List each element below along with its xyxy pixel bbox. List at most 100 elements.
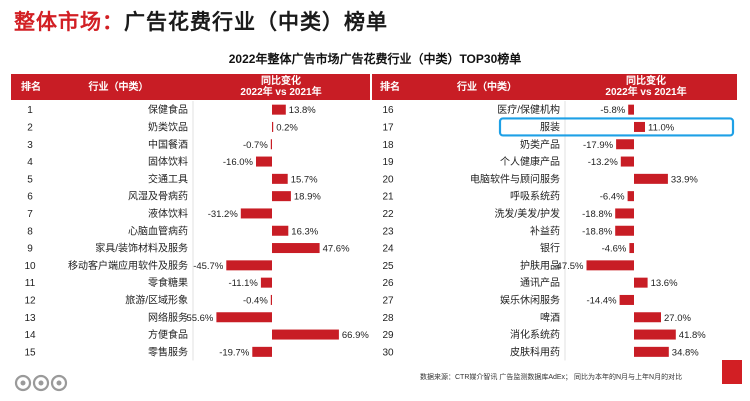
category-label: 银行 (540, 242, 560, 255)
data-label: -0.4% (243, 295, 268, 306)
rank-label: 2 (27, 122, 33, 133)
bar (634, 277, 648, 288)
data-label: -13.2% (588, 157, 619, 168)
category-label: 奶类产品 (520, 138, 560, 151)
bar (272, 243, 320, 254)
brand-mark (722, 360, 742, 384)
data-label: 11.0% (648, 122, 675, 133)
data-label: -14.4% (586, 295, 617, 306)
bar (272, 191, 291, 202)
data-label: 16.3% (291, 226, 318, 237)
bar (620, 156, 634, 167)
rank-label: 1 (27, 105, 33, 116)
data-label: 33.9% (671, 174, 698, 185)
category-label: 医疗/保健机构 (497, 103, 560, 116)
category-label: 方便食品 (148, 328, 188, 341)
bar (272, 173, 288, 184)
chart-subtitle: 2022年整体广告市场广告花费行业（中类）TOP30榜单 (228, 52, 522, 66)
bar (634, 312, 661, 323)
rank-label: 23 (382, 226, 394, 237)
bar (634, 173, 668, 184)
rank-label: 19 (382, 157, 394, 168)
rank-label: 18 (382, 140, 394, 151)
rank-label: 25 (382, 261, 394, 272)
bar (627, 191, 634, 202)
category-label: 消化系统药 (510, 328, 560, 341)
category-label: 补益药 (530, 224, 560, 237)
data-label: -18.8% (582, 226, 613, 237)
data-source-note: 数据来源：CTR媒介智讯 广告监测数据库AdEx； 同比为本年的N月与上年N月的… (420, 374, 683, 381)
rank-label: 7 (27, 209, 33, 220)
rank-label: 20 (382, 174, 394, 185)
data-label: 13.8% (289, 105, 316, 116)
header-change-line2: 2022年 vs 2021年 (240, 87, 322, 98)
category-label: 娱乐休闲服务 (500, 293, 560, 306)
category-label: 奶类饮品 (148, 120, 188, 133)
rank-label: 27 (382, 295, 394, 306)
data-label: -16.0% (223, 157, 254, 168)
category-label: 服装 (540, 120, 560, 133)
bar (226, 260, 272, 271)
bar (272, 329, 339, 340)
rank-label: 5 (27, 174, 33, 185)
category-label: 皮肤科用药 (510, 345, 560, 358)
page-title-main: 广告花费行业（中类）榜单 (124, 11, 388, 34)
bar (270, 294, 272, 305)
rank-label: 26 (382, 278, 394, 289)
page-title: 整体市场：广告花费行业（中类）榜单 (14, 6, 388, 36)
data-label: -18.8% (582, 209, 613, 220)
category-label: 保健食品 (148, 103, 188, 116)
bar (616, 139, 634, 150)
data-label: 66.9% (342, 330, 369, 341)
bar (252, 346, 272, 357)
category-label: 移动客户端应用软件及服务 (68, 259, 188, 272)
rank-label: 28 (382, 313, 394, 324)
category-label: 个人健康产品 (500, 155, 560, 168)
data-label: 27.0% (664, 313, 691, 324)
category-label: 家具/装饰材料及服务 (95, 242, 188, 255)
category-label: 零食糖果 (148, 276, 188, 289)
category-label: 啤酒 (540, 312, 560, 324)
bar (628, 104, 634, 115)
bar (272, 104, 286, 115)
header-industry: 行业（中类） (88, 81, 149, 93)
rank-label: 12 (24, 295, 36, 306)
data-label: 47.6% (323, 244, 350, 255)
bar (619, 294, 634, 305)
data-label: 15.7% (291, 174, 318, 185)
category-label: 电脑软件与顾问服务 (470, 172, 560, 185)
page-title-accent: 整体市场： (14, 11, 124, 34)
data-label: 41.8% (679, 330, 706, 341)
data-label: -55.6% (183, 313, 214, 324)
rank-label: 9 (27, 244, 33, 255)
data-label: -45.7% (193, 261, 224, 272)
category-label: 中国餐酒 (148, 138, 188, 151)
data-label: -0.7% (243, 140, 268, 151)
bar (260, 277, 272, 288)
bar (270, 139, 272, 150)
rank-label: 6 (27, 192, 33, 203)
header-change-line2: 2022年 vs 2021年 (605, 87, 687, 98)
bar (256, 156, 272, 167)
rank-label: 11 (25, 278, 36, 289)
data-label: -5.8% (600, 105, 625, 116)
bar (272, 121, 274, 132)
header-industry: 行业（中类） (457, 81, 517, 93)
category-label: 护肤用品 (520, 259, 560, 272)
rank-label: 3 (27, 140, 33, 151)
bar (240, 208, 272, 219)
category-label: 风湿及骨病药 (128, 190, 188, 203)
highlight-box (498, 117, 735, 137)
data-label: 0.2% (276, 122, 298, 133)
category-label: 零售服务 (148, 345, 188, 358)
header-change: 同比变化 2022年 vs 2021年 (196, 74, 366, 100)
header-rank: 排名 (380, 81, 400, 93)
bar (629, 243, 634, 254)
data-label: -11.1% (228, 278, 258, 289)
data-label: -47.5% (553, 261, 584, 272)
rank-label: 22 (382, 209, 394, 220)
header-change-line1: 同比变化 (261, 76, 301, 87)
rank-label: 16 (382, 105, 394, 116)
category-label: 固体饮料 (148, 155, 188, 168)
